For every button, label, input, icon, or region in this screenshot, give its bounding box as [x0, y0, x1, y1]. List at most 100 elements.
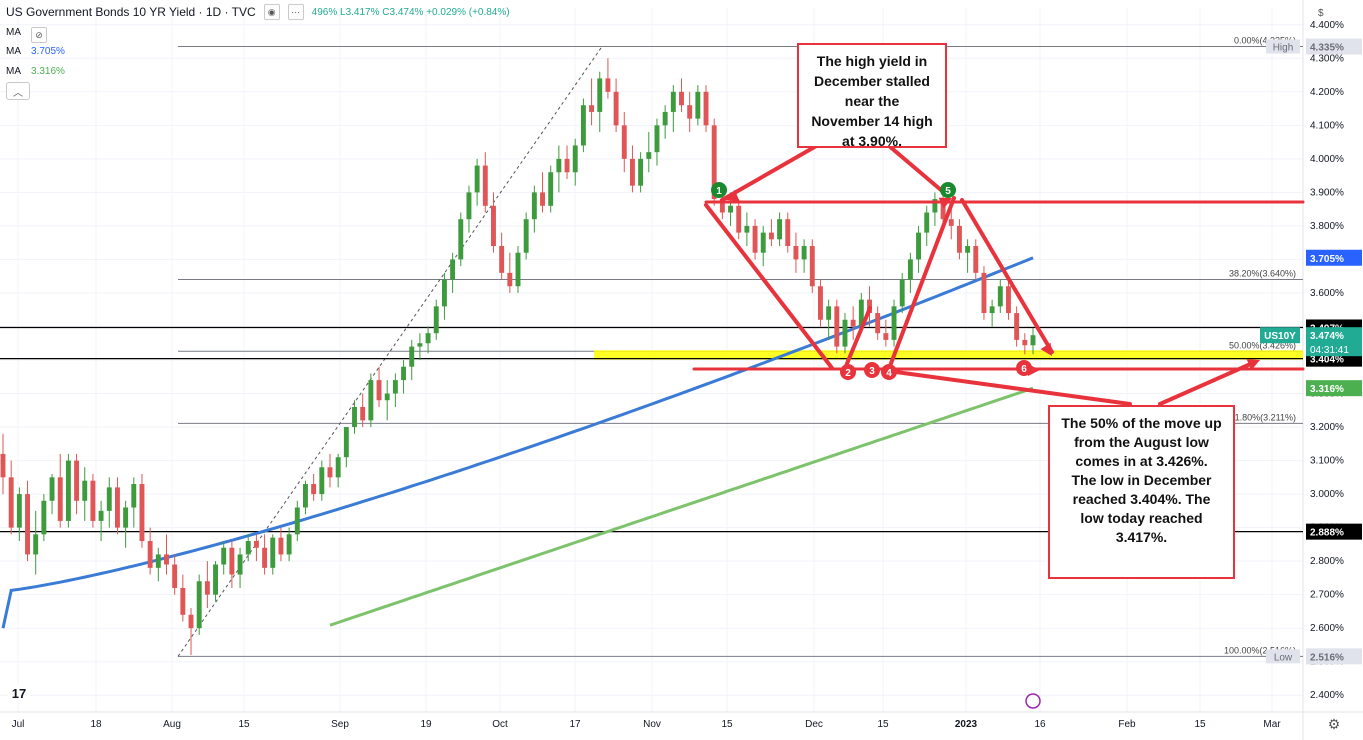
candle — [213, 561, 218, 602]
candle — [997, 279, 1003, 314]
candle-body — [499, 246, 505, 273]
candle — [703, 85, 709, 133]
ma-indicator-2[interactable]: MA 3.705% — [6, 46, 65, 57]
candle — [368, 373, 374, 428]
annotation-line — [888, 196, 956, 368]
candle-body — [131, 484, 137, 508]
candle — [891, 299, 897, 347]
candle-body — [1030, 335, 1036, 346]
candle-body — [155, 554, 161, 568]
fib-50-zone — [594, 350, 1303, 360]
candle-body — [245, 541, 251, 555]
y-tick-label: 2.700% — [1310, 590, 1344, 601]
candle-body — [172, 564, 178, 588]
candle — [572, 138, 578, 186]
candle — [319, 460, 325, 501]
candle-body — [294, 507, 300, 535]
candle — [638, 152, 644, 193]
price-tag-value: 4.335% — [1310, 43, 1344, 54]
candle-body — [303, 484, 308, 508]
candle — [303, 480, 308, 515]
candle-body — [450, 259, 456, 280]
candle — [491, 192, 496, 253]
candle-body — [981, 272, 987, 314]
symbol-title[interactable]: US Government Bonds 10 YR Yield · 1D · T… — [6, 5, 256, 19]
candle — [744, 212, 750, 247]
x-tick-label: Nov — [643, 719, 661, 730]
candle-body — [360, 406, 366, 421]
marker-label: 3 — [869, 366, 875, 377]
candle — [401, 360, 407, 394]
price-tag: Low 2.516% — [1266, 648, 1362, 665]
ohlc-values: 496% L3.417% C3.474% +0.029% (+0.84%) — [311, 6, 510, 18]
price-tag-bg — [1306, 38, 1362, 55]
candle — [1006, 279, 1011, 320]
candle-body — [597, 78, 603, 112]
candle — [916, 225, 922, 273]
candle-body — [826, 306, 832, 320]
candle — [850, 306, 856, 340]
candle — [278, 527, 284, 562]
candle-body — [466, 192, 472, 220]
candle — [793, 232, 799, 273]
y-tick-label: 3.000% — [1310, 489, 1344, 500]
collapse-icon[interactable]: ︿ — [6, 82, 30, 100]
candle — [417, 333, 423, 360]
candle-body — [221, 547, 227, 565]
annotation-box — [797, 43, 947, 148]
ma-label: MA — [6, 46, 21, 57]
candle-body — [229, 547, 235, 575]
candle-body — [556, 158, 562, 173]
candle — [0, 433, 6, 495]
candle-body — [409, 346, 415, 367]
ma-indicator-1[interactable]: MA ⊘ — [6, 27, 47, 43]
eye-icon[interactable]: ◉ — [263, 4, 280, 20]
annotation-line — [894, 370, 1132, 406]
candle — [65, 453, 71, 528]
step-marker: 5 — [940, 182, 956, 198]
candle — [899, 272, 905, 314]
candle-body — [180, 587, 186, 615]
y-tick-label: 4.400% — [1310, 20, 1344, 31]
candle-body — [916, 232, 922, 260]
arrow-head — [1040, 342, 1052, 356]
candle-body — [679, 91, 684, 106]
hidden-eye-icon[interactable]: ⊘ — [31, 27, 47, 43]
candle — [433, 299, 439, 340]
candle — [605, 58, 611, 99]
candle-body — [376, 380, 382, 401]
candle — [409, 339, 415, 381]
y-tick-label: 2.800% — [1310, 556, 1344, 567]
candle-body — [474, 165, 480, 193]
ma-indicator-3[interactable]: MA 3.316% — [6, 66, 65, 77]
price-tag: 2.888% — [1306, 523, 1362, 540]
marker-label: 6 — [1021, 364, 1027, 375]
candle-body — [809, 246, 815, 287]
candle — [131, 477, 137, 528]
candle — [237, 547, 243, 588]
more-icon[interactable]: ⋯ — [287, 4, 304, 20]
x-tick-label: Dec — [805, 719, 823, 730]
candle-body — [589, 105, 595, 112]
marker-label: 2 — [845, 368, 851, 379]
candle-body — [744, 225, 750, 233]
candle — [147, 527, 153, 575]
candle-body — [662, 111, 668, 126]
annotation-text: comes in at 3.426%. — [1075, 453, 1207, 469]
candle — [932, 192, 938, 226]
candle — [8, 460, 14, 535]
candle-body — [196, 581, 202, 629]
candle-body — [253, 541, 259, 548]
candle-body — [842, 319, 848, 347]
candle — [981, 266, 987, 320]
x-tick-label: 15 — [877, 719, 889, 730]
candle — [172, 554, 178, 595]
x-tick-label: Aug — [163, 719, 181, 730]
candle — [679, 78, 684, 112]
candle — [229, 541, 235, 588]
price-tag: 3.474% — [1306, 327, 1362, 344]
candle-body — [123, 507, 129, 528]
candle — [106, 477, 112, 528]
candle — [989, 299, 995, 327]
